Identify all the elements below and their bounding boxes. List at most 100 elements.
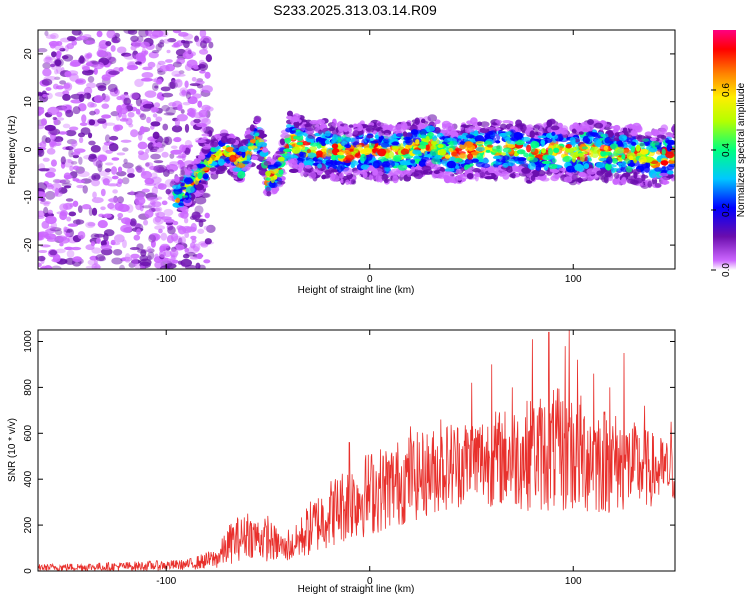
spectrogram-cell bbox=[63, 83, 71, 89]
spectrogram-cell bbox=[43, 56, 53, 64]
spectrogram-cell bbox=[474, 174, 479, 182]
spectrogram-cell bbox=[425, 125, 435, 132]
colorbar-tick-label: 0.2 bbox=[721, 203, 732, 217]
spectrogram-cell bbox=[123, 158, 128, 164]
spectrogram-cell bbox=[571, 173, 579, 182]
spectrogram-cell bbox=[137, 56, 146, 62]
spectrogram-cell bbox=[149, 200, 156, 205]
spectrogram-cell bbox=[54, 179, 67, 184]
spectrogram-cell bbox=[605, 162, 612, 171]
spectrogram-cell bbox=[91, 179, 101, 187]
spectrogram-cell bbox=[134, 196, 146, 206]
chart-title: S233.2025.313.03.14.R09 bbox=[273, 2, 437, 18]
spectrogram-cell bbox=[586, 124, 594, 132]
spectrogram-cell bbox=[185, 186, 195, 194]
spectrogram-cell bbox=[154, 212, 160, 217]
spectrogram-cell bbox=[163, 136, 170, 144]
spectrogram-cell bbox=[477, 121, 483, 127]
spectrogram-cell bbox=[123, 53, 136, 60]
spectrogram-cell bbox=[101, 103, 110, 109]
spectrogram-cell bbox=[418, 144, 427, 149]
spectrogram-cell bbox=[205, 154, 210, 161]
spectrogram-cell bbox=[88, 140, 96, 146]
spectrogram-cell bbox=[521, 167, 532, 174]
spectrogram-cell bbox=[38, 168, 50, 172]
spectrogram-cell bbox=[85, 62, 94, 67]
spectrogram-cell bbox=[122, 239, 127, 249]
spectrogram-cell bbox=[108, 70, 120, 75]
spectrogram-cell bbox=[279, 138, 286, 146]
spectrogram-cell bbox=[135, 167, 145, 173]
spectrogram-cell bbox=[594, 122, 604, 129]
snr-y-axis-label: SNR (10 * v/v) bbox=[7, 418, 18, 482]
snr-y-axis: 0 200 400 600 800 1000 bbox=[23, 330, 675, 574]
spectrogram-cell bbox=[66, 35, 77, 42]
spectrogram-cell bbox=[530, 175, 536, 182]
spectrogram-cell bbox=[356, 144, 363, 148]
spectrogram-cell bbox=[355, 152, 361, 159]
spectrogram-cell bbox=[156, 78, 163, 85]
spectrogram-cell bbox=[606, 156, 613, 165]
spectrogram-cell bbox=[41, 78, 53, 86]
colorbar-ticks: 0.0 0.2 0.4 0.6 bbox=[711, 83, 732, 277]
spectrogram-cell bbox=[204, 212, 210, 219]
spectrogram-cell bbox=[350, 179, 357, 185]
spectrogram-cell bbox=[150, 106, 157, 113]
spectrogram-cell bbox=[362, 147, 372, 156]
spectrogram-cell bbox=[622, 149, 632, 155]
spectrogram-y-tick-label: 10 bbox=[23, 96, 34, 108]
spectrogram-cell bbox=[179, 173, 185, 177]
spectrogram-cell bbox=[140, 77, 153, 82]
spectrogram-cell bbox=[283, 148, 293, 153]
spectrogram-cell bbox=[543, 165, 549, 171]
spectrogram-cell bbox=[366, 134, 374, 139]
colorbar-label: Normalized spectral amplitude bbox=[736, 82, 747, 217]
spectrogram-cell bbox=[116, 170, 127, 177]
spectrogram-cell bbox=[484, 135, 491, 140]
spectrogram-cell bbox=[446, 127, 457, 136]
spectrogram-cell bbox=[123, 97, 132, 106]
spectrogram-cell bbox=[487, 126, 496, 132]
spectrogram-x-tick-label: -100 bbox=[156, 274, 176, 285]
snr-x-tick-label: -100 bbox=[156, 576, 176, 587]
spectrogram-cell bbox=[67, 159, 72, 164]
spectrogram-cell bbox=[184, 80, 189, 88]
spectrogram-cell bbox=[47, 106, 60, 116]
spectrogram-cell bbox=[96, 30, 103, 38]
spectrogram-cell bbox=[437, 173, 447, 180]
spectrogram-cell bbox=[506, 165, 514, 173]
spectrogram-cell bbox=[121, 52, 132, 57]
spectrogram-cell bbox=[421, 165, 432, 171]
spectrogram-cell bbox=[104, 168, 112, 173]
spectrogram-cell bbox=[381, 161, 391, 168]
spectrogram-cell bbox=[621, 176, 627, 185]
spectrogram-cell bbox=[69, 126, 79, 131]
spectrogram-cell bbox=[90, 241, 96, 247]
spectrogram-cell bbox=[158, 250, 166, 258]
spectrogram-cell bbox=[642, 138, 650, 142]
spectrogram-cell bbox=[100, 188, 106, 197]
spectrogram-cell bbox=[123, 30, 135, 34]
spectrogram-cell bbox=[397, 164, 408, 171]
spectrogram-cell bbox=[138, 113, 145, 118]
spectrogram-cell bbox=[161, 104, 170, 112]
spectrogram-cell bbox=[232, 148, 239, 153]
spectrogram-cell bbox=[309, 142, 319, 147]
spectrogram-cell bbox=[434, 119, 441, 125]
spectrogram-cell bbox=[247, 142, 254, 147]
spectrogram-cell bbox=[347, 127, 353, 133]
spectrogram-cell bbox=[190, 161, 200, 165]
spectrogram-cell bbox=[177, 104, 183, 111]
spectrogram-cell bbox=[558, 133, 563, 142]
spectrogram-cell bbox=[172, 220, 179, 226]
spectrogram-cell bbox=[275, 150, 286, 155]
spectrogram-cell bbox=[202, 173, 209, 180]
spectrogram-cell bbox=[371, 172, 378, 180]
spectrogram-cell bbox=[430, 149, 439, 157]
spectrogram-y-tick-label: 0 bbox=[23, 146, 34, 152]
spectrogram-cell bbox=[65, 109, 74, 118]
spectrogram-cell bbox=[149, 165, 160, 171]
spectrogram-cell bbox=[64, 185, 72, 189]
spectrogram-cell bbox=[593, 138, 601, 147]
